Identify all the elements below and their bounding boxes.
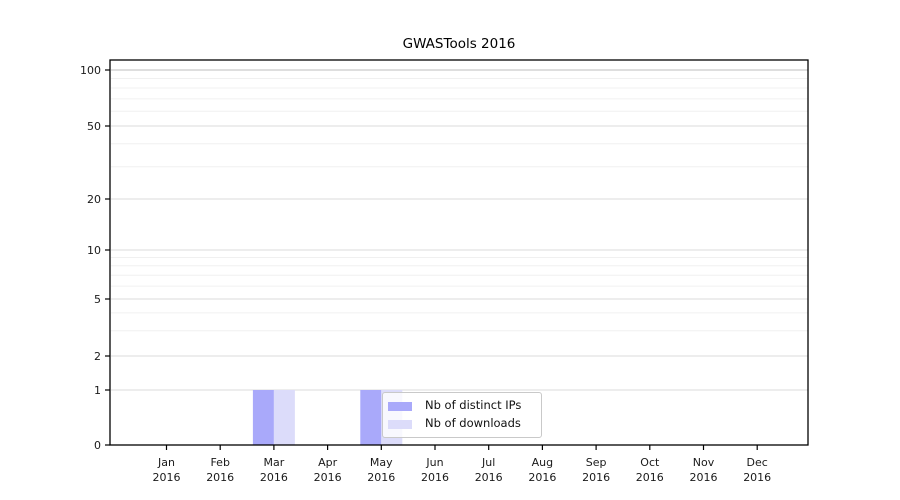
x-tick-label: Oct 2016 bbox=[636, 456, 664, 484]
legend-label: Nb of downloads bbox=[425, 416, 521, 431]
legend-item: Nb of downloads bbox=[388, 418, 535, 430]
x-tick-label: Aug 2016 bbox=[528, 456, 556, 484]
legend-swatch bbox=[388, 401, 412, 411]
bar-distinct-ips bbox=[360, 390, 382, 445]
legend-item: Nb of distinct IPs bbox=[388, 400, 535, 412]
y-tick-label: 100 bbox=[80, 64, 101, 77]
x-tick-label: Apr 2016 bbox=[314, 456, 342, 484]
y-tick-label: 10 bbox=[87, 244, 101, 257]
x-tick-label: Mar 2016 bbox=[260, 456, 288, 484]
legend: Nb of distinct IPs Nb of downloads bbox=[382, 392, 542, 438]
legend-label: Nb of distinct IPs bbox=[425, 398, 522, 413]
y-tick-label: 20 bbox=[87, 193, 101, 206]
y-tick-label: 0 bbox=[94, 439, 101, 452]
y-tick-label: 50 bbox=[87, 120, 101, 133]
x-tick-label: Feb 2016 bbox=[206, 456, 234, 484]
x-tick-label: Jul 2016 bbox=[475, 456, 503, 484]
x-tick-label: Sep 2016 bbox=[582, 456, 610, 484]
y-tick-label: 5 bbox=[94, 293, 101, 306]
x-tick-label: Jun 2016 bbox=[421, 456, 449, 484]
x-tick-label: May 2016 bbox=[367, 456, 395, 484]
x-tick-label: Dec 2016 bbox=[743, 456, 771, 484]
x-tick-label: Nov 2016 bbox=[690, 456, 718, 484]
y-tick-label: 2 bbox=[94, 350, 101, 363]
legend-swatch bbox=[388, 419, 412, 429]
axes-border bbox=[109, 59, 809, 446]
y-tick-label: 1 bbox=[94, 384, 101, 397]
bar-distinct-ips bbox=[252, 390, 274, 445]
chart-title: GWASTools 2016 bbox=[402, 36, 516, 52]
x-tick-label: Jan 2016 bbox=[153, 456, 181, 484]
bar-downloads bbox=[273, 390, 295, 445]
